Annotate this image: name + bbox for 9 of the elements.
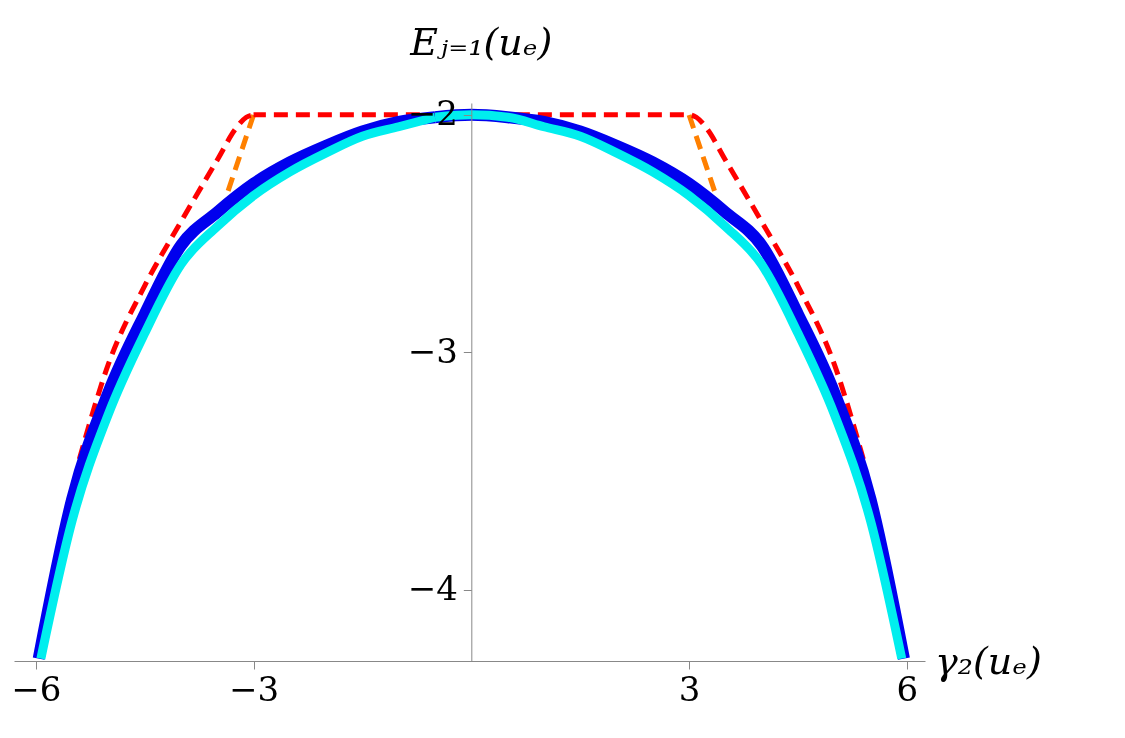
- x-tick-label: 6: [896, 668, 919, 709]
- y-tick-label: −4: [407, 568, 458, 609]
- y-tick-label: −2: [407, 93, 458, 134]
- x-tick-label: −6: [11, 668, 62, 709]
- x-tick-label: 3: [678, 668, 701, 709]
- y-axis-title: Eⱼ₌₁(uₑ): [409, 20, 553, 64]
- x-tick-label: −3: [228, 668, 280, 709]
- x-axis-title: γ₂(uₑ): [935, 639, 1042, 683]
- y-tick-label: −3: [407, 330, 458, 371]
